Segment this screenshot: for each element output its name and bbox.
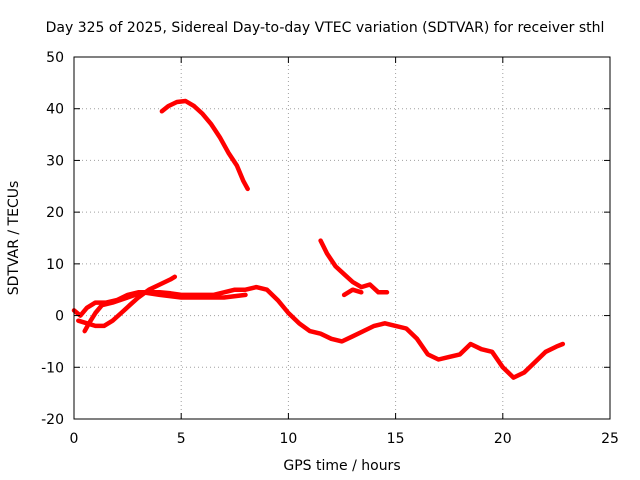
y-tick-label: -20 <box>41 412 64 428</box>
series-line-mid-segment <box>318 238 390 295</box>
x-tick-label: 25 <box>601 431 619 447</box>
y-tick-label: 30 <box>46 153 64 169</box>
series-layer <box>71 98 566 380</box>
y-tick-label: -10 <box>41 360 64 376</box>
x-tick-label: 15 <box>387 431 405 447</box>
x-tick-label: 20 <box>494 431 512 447</box>
x-axis-title: GPS time / hours <box>283 458 400 474</box>
series-line-mid-segment-lower <box>341 287 364 298</box>
grid <box>74 57 610 419</box>
y-axis-title: SDTVAR / TECUs <box>6 181 22 296</box>
y-tick-label: 10 <box>46 257 64 273</box>
plot-frame <box>73 56 611 420</box>
series-line-low-start-branch <box>82 290 248 334</box>
y-tick-label: 50 <box>46 50 64 66</box>
y-tick-label: 0 <box>55 309 64 325</box>
x-tick-label: 0 <box>70 431 79 447</box>
ticks: 0 5 10 15 20 25 -20 -10 0 10 20 30 40 50 <box>41 50 619 447</box>
y-tick-label: 40 <box>46 102 64 118</box>
series-line-upper-branch-early <box>76 274 178 329</box>
x-tick-label: 10 <box>279 431 297 447</box>
series-line-high-arc <box>159 98 250 192</box>
y-tick-label: 20 <box>46 205 64 221</box>
x-tick-label: 5 <box>177 431 186 447</box>
series-line-main-trace <box>71 284 566 380</box>
chart-title: Day 325 of 2025, Sidereal Day-to-day VTE… <box>46 20 605 36</box>
